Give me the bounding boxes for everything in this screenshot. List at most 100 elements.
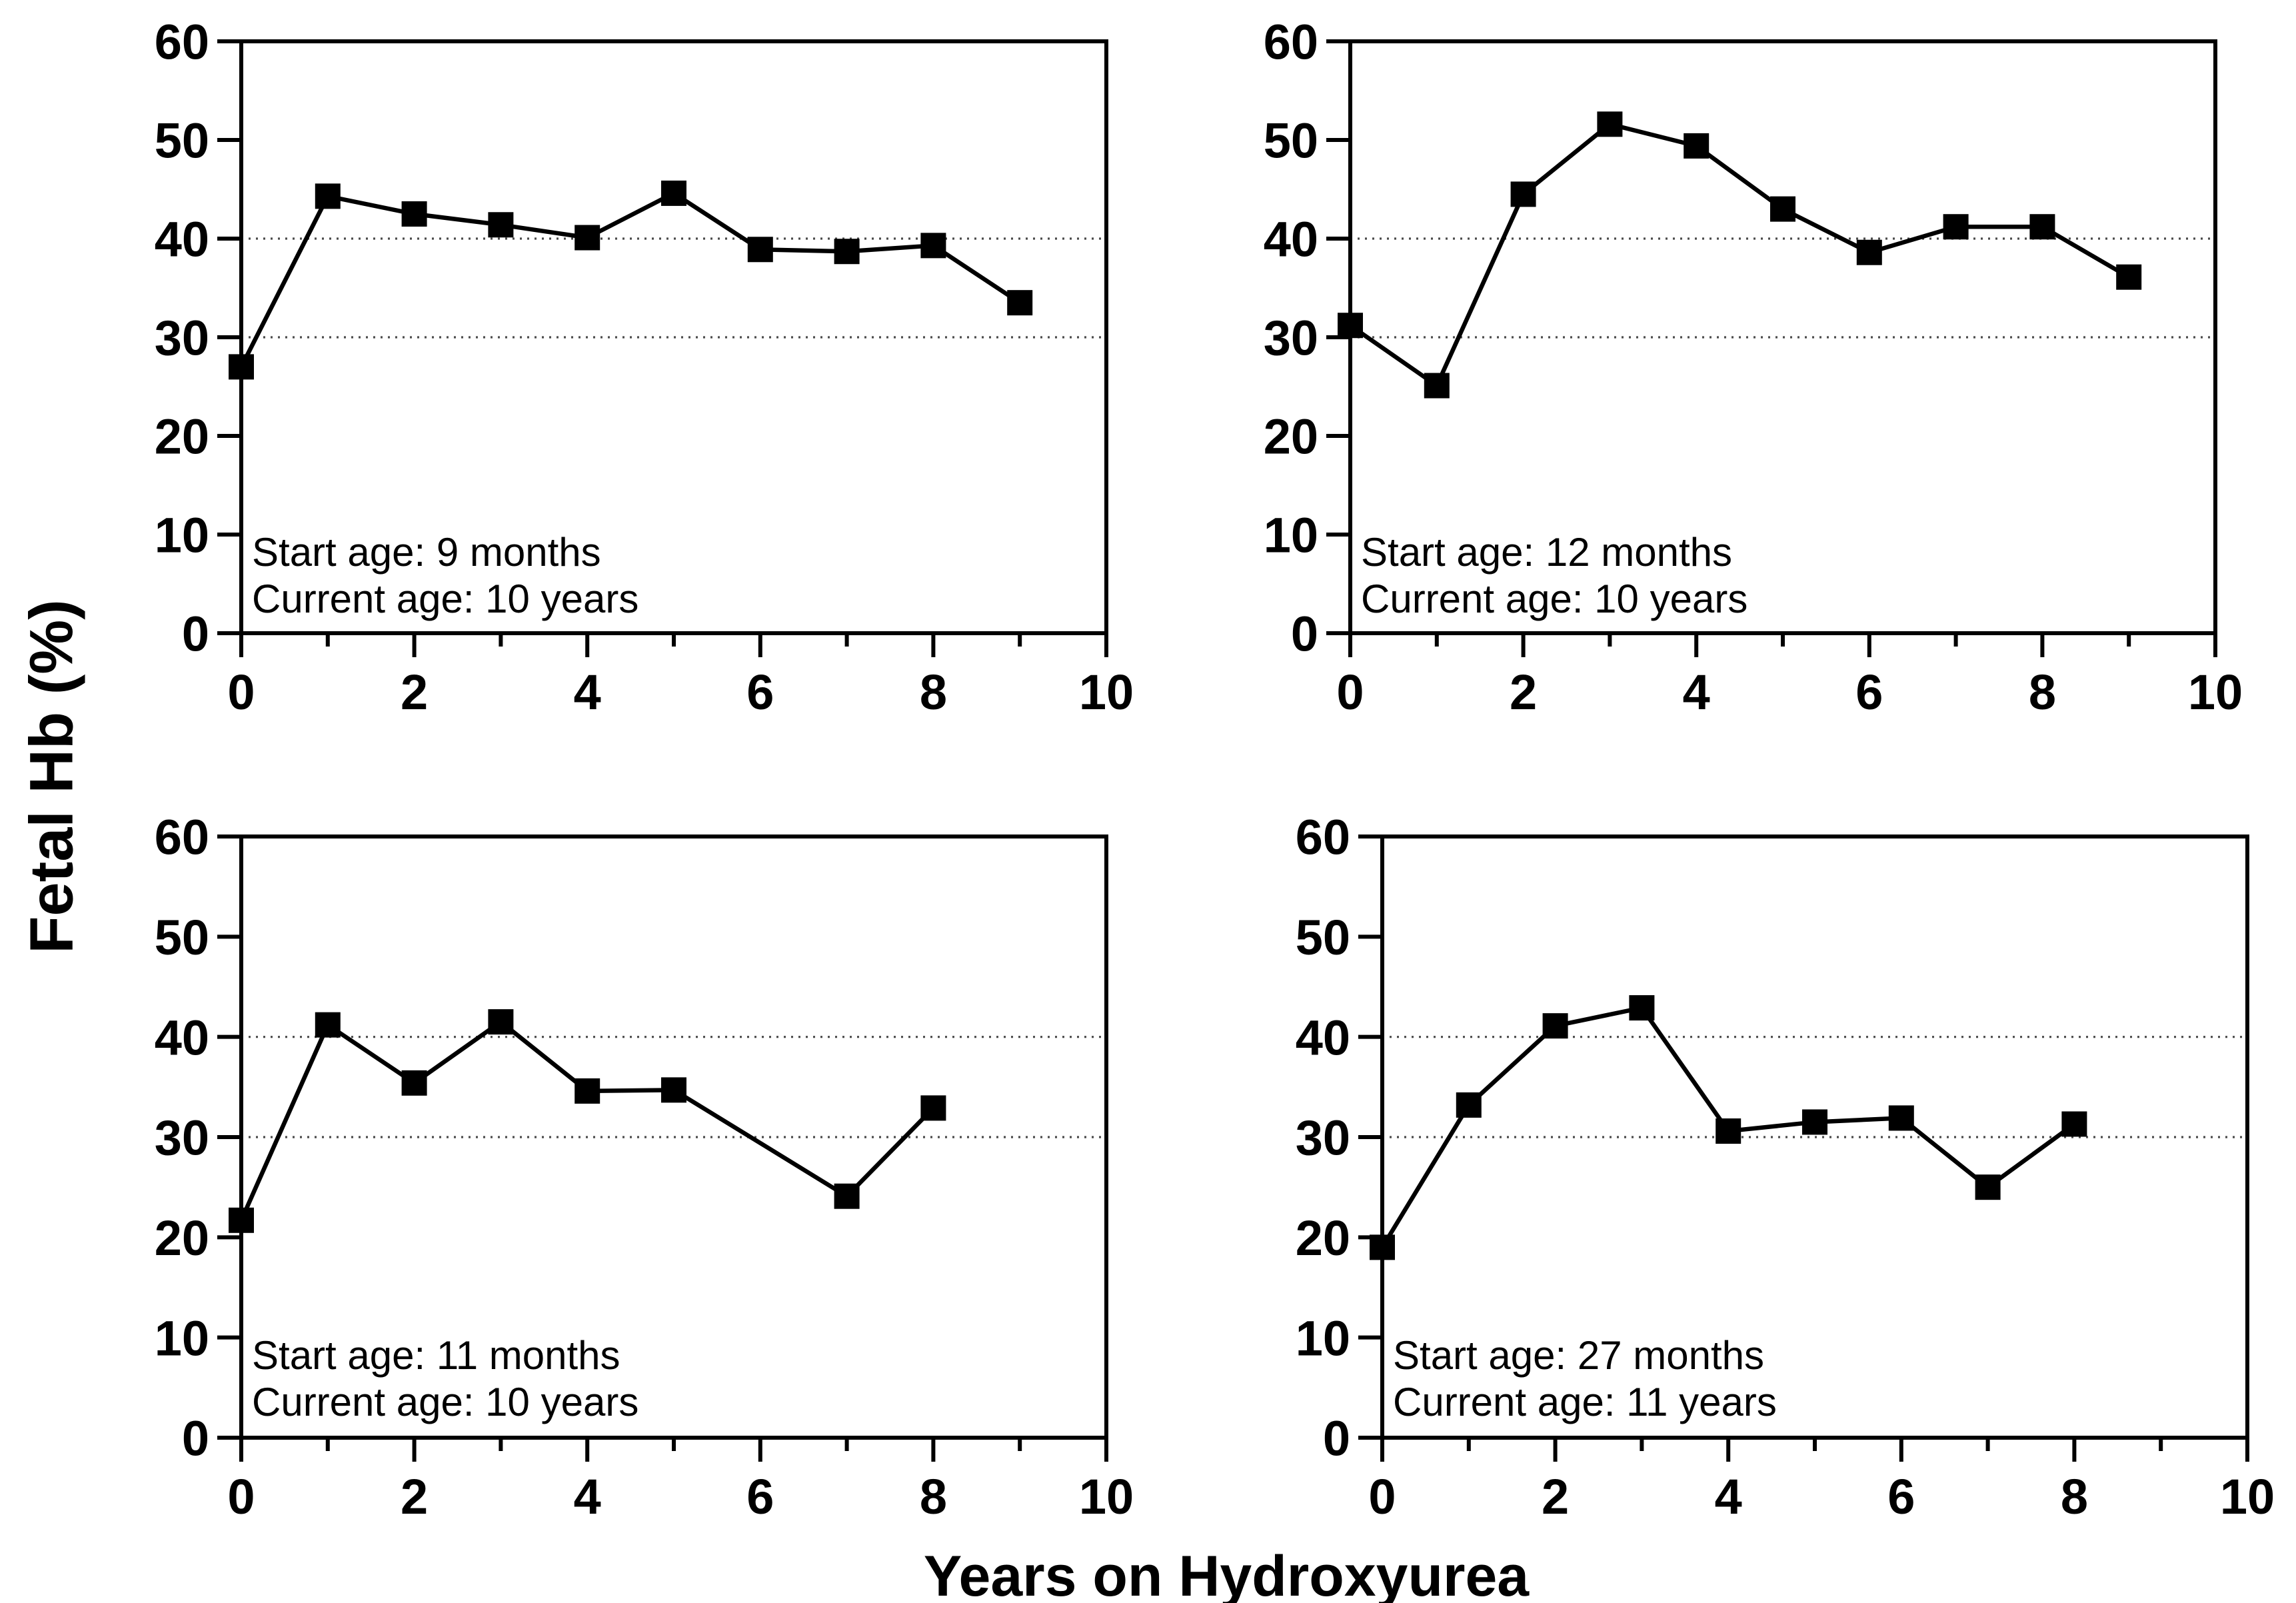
data-point-marker (1542, 1013, 1568, 1039)
x-tick-label: 2 (1510, 665, 1537, 720)
y-tick-label: 20 (1296, 1210, 1350, 1266)
panel-1-current-age: Current age: 10 years (252, 577, 639, 621)
y-tick-label: 50 (1296, 910, 1350, 965)
data-point-marker (661, 1077, 686, 1103)
data-point-marker (1597, 111, 1623, 137)
data-point-marker (1856, 239, 1882, 265)
data-point-marker (488, 212, 514, 238)
data-point-marker (1007, 290, 1033, 316)
data-point-marker (1888, 1105, 1914, 1131)
y-tick-label: 10 (1296, 1310, 1350, 1366)
x-tick-label: 0 (227, 1469, 255, 1524)
data-point-marker (1629, 995, 1655, 1021)
data-point-marker (834, 239, 860, 265)
chart-panel-1: 0 10 20 30 40 50 60 0 2 4 6 8 10 (155, 15, 1134, 720)
panel-2-current-age: Current age: 10 years (1361, 577, 1748, 621)
panel-1-start-age: Start age: 9 months (252, 530, 601, 575)
y-tick-label: 50 (155, 113, 209, 169)
data-point-marker (1975, 1174, 2001, 1200)
data-point-marker (1770, 196, 1795, 222)
data-point-marker (401, 1070, 427, 1096)
x-tick-label: 6 (1855, 665, 1883, 720)
data-point-marker (2061, 1111, 2087, 1137)
y-tick-label: 40 (1264, 212, 1318, 267)
x-tick-label: 6 (1887, 1469, 1915, 1524)
series-line (239, 1019, 935, 1222)
data-point-marker (1456, 1092, 1482, 1118)
x-tick-label: 8 (2029, 665, 2056, 720)
y-tick-label: 30 (155, 1110, 209, 1166)
data-point-marker (315, 1012, 341, 1038)
x-tick-label: 8 (920, 1469, 947, 1524)
data-point-marker (1510, 181, 1536, 207)
chart-panel-3: 0 10 20 30 40 50 60 0 2 4 6 8 10 (155, 810, 1134, 1524)
y-tick-label: 0 (1323, 1411, 1350, 1466)
data-point-marker (2029, 214, 2055, 240)
x-tick-label: 0 (1336, 665, 1364, 720)
x-tick-label: 4 (574, 665, 601, 720)
x-tick-label: 10 (2220, 1469, 2275, 1524)
data-point-marker (1424, 373, 1450, 399)
x-tick-label: 2 (401, 1469, 428, 1524)
x-tick-label: 4 (1715, 1469, 1742, 1524)
y-tick-label: 40 (1296, 1010, 1350, 1065)
chart-panel-2: 0 10 20 30 40 50 60 0 2 4 6 8 10 (1264, 15, 2243, 720)
data-point-marker (747, 237, 773, 263)
data-point-marker (1684, 133, 1710, 159)
data-point-marker (1802, 1109, 1827, 1135)
chart-panel-4: 0 10 20 30 40 50 60 0 2 4 6 8 10 (1296, 810, 2275, 1524)
y-tick-label: 30 (1264, 311, 1318, 366)
x-tick-label: 0 (1368, 1469, 1396, 1524)
x-tick-label: 10 (1079, 665, 1134, 720)
y-tick-label: 10 (1264, 508, 1318, 563)
x-tick-label: 8 (2061, 1469, 2088, 1524)
y-tick-label: 60 (155, 810, 209, 865)
panel-2-annotation: Start age: 12 months Current age: 10 yea… (1361, 529, 1747, 623)
y-tick-label: 0 (182, 1411, 209, 1466)
y-tick-label: 0 (1291, 607, 1318, 662)
data-point-marker (2116, 264, 2142, 290)
x-tick-label: 8 (920, 665, 947, 720)
y-tick-label: 50 (155, 910, 209, 965)
data-point-marker (1338, 313, 1363, 339)
data-point-marker (401, 201, 427, 227)
x-tick-label: 6 (746, 1469, 774, 1524)
panel-4-start-age: Start age: 27 months (1393, 1333, 1764, 1378)
data-point-marker (1716, 1118, 1741, 1144)
panel-3-annotation: Start age: 11 months Current age: 10 yea… (252, 1332, 638, 1426)
y-tick-label: 30 (1296, 1110, 1350, 1166)
series-line (239, 191, 1021, 368)
data-point-marker (229, 354, 254, 380)
data-point-marker (315, 183, 341, 209)
series-line (1349, 121, 2130, 389)
data-point-marker (1370, 1234, 1395, 1260)
panel-4-current-age: Current age: 11 years (1393, 1380, 1777, 1424)
panel-1-annotation: Start age: 9 months Current age: 10 year… (252, 529, 638, 623)
y-tick-label: 60 (1264, 15, 1318, 70)
x-tick-label: 10 (2188, 665, 2243, 720)
y-tick-label: 0 (182, 607, 209, 662)
y-tick-label: 20 (1264, 409, 1318, 465)
panel-2-start-age: Start age: 12 months (1361, 530, 1732, 575)
x-tick-label: 10 (1079, 1469, 1134, 1524)
y-tick-label: 40 (155, 1010, 209, 1065)
x-tick-label: 6 (746, 665, 774, 720)
y-tick-label: 60 (155, 15, 209, 70)
panel-3-start-age: Start age: 11 months (252, 1333, 620, 1378)
data-point-marker (1943, 214, 1969, 240)
y-tick-label: 20 (155, 409, 209, 465)
data-point-marker (488, 1009, 514, 1035)
x-tick-label: 2 (401, 665, 428, 720)
data-point-marker (661, 180, 686, 206)
x-tick-label: 4 (574, 1469, 601, 1524)
y-tick-label: 50 (1264, 113, 1318, 169)
y-tick-label: 40 (155, 212, 209, 267)
data-point-marker (834, 1183, 860, 1209)
y-tick-label: 10 (155, 508, 209, 563)
x-tick-label: 2 (1542, 1469, 1569, 1524)
y-tick-label: 10 (155, 1310, 209, 1366)
x-tick-label: 0 (227, 665, 255, 720)
panel-3-current-age: Current age: 10 years (252, 1380, 639, 1424)
